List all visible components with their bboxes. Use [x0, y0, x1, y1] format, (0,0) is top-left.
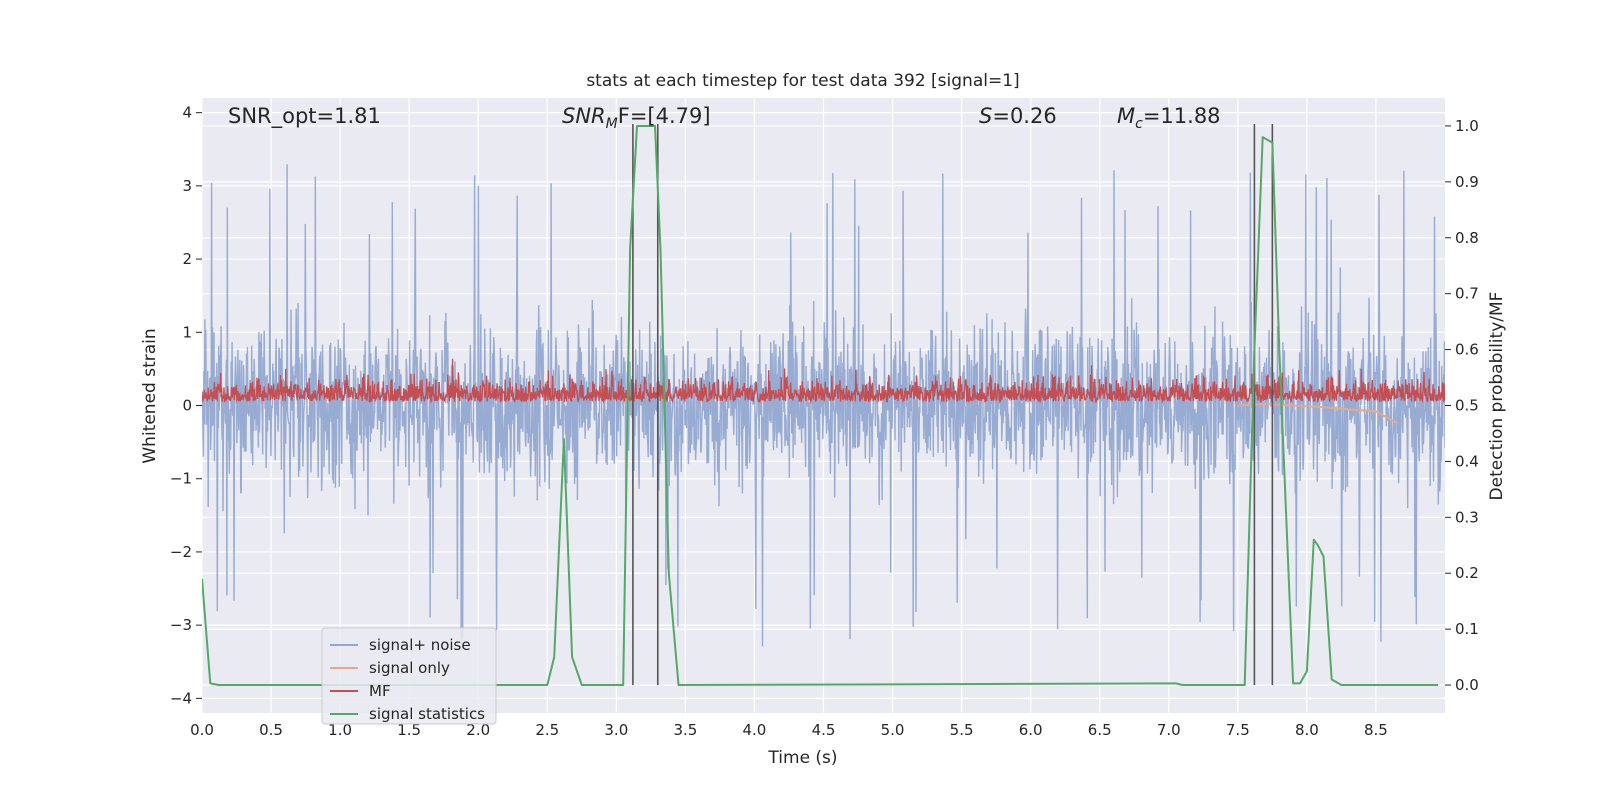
x-tick-label: 4.0: [743, 721, 767, 739]
right-y-tick-label: 0.4: [1455, 452, 1479, 470]
series-signal-only: [1237, 402, 1399, 425]
annotation-mc-main: M: [1117, 104, 1135, 128]
right-y-tick-label: 0.0: [1455, 676, 1479, 694]
x-axis-label: Time (s): [767, 748, 837, 768]
right-y-tick-label: 1.0: [1455, 117, 1479, 135]
x-tick-label: 6.0: [1019, 721, 1043, 739]
right-y-tick-label: 0.6: [1455, 341, 1479, 359]
left-y-tick-label: 4: [182, 104, 192, 122]
signal-only-line: [1237, 402, 1399, 425]
annotation-snr-opt: SNR_opt=1.81: [228, 104, 381, 129]
left-axis-ticks: 4 3 2 1 0 −1 −2 −3 −4: [170, 104, 202, 707]
right-y-tick-label: 0.2: [1455, 564, 1479, 582]
legend-box: [321, 627, 497, 725]
left-y-tick-label: −2: [170, 543, 192, 561]
left-y-tick-label: −1: [170, 470, 192, 488]
right-axis-label: Detection probability/MF: [1487, 292, 1507, 501]
left-y-tick-label: 2: [182, 250, 192, 268]
legend-label: signal+ noise: [369, 636, 471, 654]
x-tick-label: 7.0: [1157, 721, 1181, 739]
x-tick-label: 5.0: [881, 721, 905, 739]
x-tick-label: 2.5: [535, 721, 559, 739]
x-tick-label: 3.5: [673, 721, 697, 739]
annotation-snr-mf: SNRMF=[4.79]: [562, 104, 711, 132]
right-y-tick-label: 0.1: [1455, 620, 1479, 638]
annotation-s-main: S: [979, 104, 992, 128]
legend: signal+ noise signal only MF signal statist…: [321, 627, 497, 725]
x-tick-label: 1.0: [328, 721, 352, 739]
x-tick-label: 6.5: [1088, 721, 1112, 739]
annotation-mc: Mc=11.88: [1117, 104, 1221, 132]
annotation-snr-mf-sub: M: [606, 116, 618, 132]
x-tick-label: 2.0: [466, 721, 490, 739]
x-tick-label: 8.0: [1295, 721, 1319, 739]
x-tick-label: 8.5: [1364, 721, 1388, 739]
right-axis-ticks: 1.0 0.9 0.8 0.7 0.6 0.5 0.4 0.3 0.2 0.1 0.0: [1445, 117, 1479, 694]
annotation-snr-mf-rest: F=[4.79]: [618, 104, 711, 128]
series-signal-noise: [202, 164, 1445, 647]
left-y-tick-label: 0: [182, 397, 192, 415]
x-tick-label: 0.5: [259, 721, 283, 739]
x-tick-label: 4.5: [812, 721, 836, 739]
x-axis-ticks: 0.0 0.5 1.0 1.5 2.0 2.5 3.0 3.5 4.0 4.5 5.0 5.5 6.0 6…: [190, 721, 1388, 739]
x-tick-label: 7.5: [1226, 721, 1250, 739]
series-signal-statistics: [202, 125, 1439, 686]
annotation-snr-mf-main: SNR: [562, 104, 606, 128]
annotation-s-rest: =0.26: [992, 104, 1056, 128]
annotation-mc-rest: =11.88: [1143, 104, 1221, 128]
x-tick-label: 0.0: [190, 721, 214, 739]
legend-label: signal only: [369, 659, 450, 677]
x-tick-label: 3.0: [604, 721, 628, 739]
annotation-mc-sub: c: [1135, 116, 1143, 132]
annotation-s: S=0.26: [979, 104, 1057, 128]
legend-label: MF: [369, 682, 391, 700]
chart-title: stats at each timestep for test data 392…: [586, 71, 1019, 91]
right-y-tick-label: 0.7: [1455, 285, 1479, 303]
left-y-tick-label: −3: [170, 616, 192, 634]
signal-statistics-line: [202, 125, 1439, 686]
left-axis-label: Whitened strain: [140, 328, 160, 463]
left-y-tick-label: 3: [182, 177, 192, 195]
x-tick-label: 1.5: [397, 721, 421, 739]
series-mf: [202, 358, 1445, 405]
right-y-tick-label: 0.5: [1455, 397, 1479, 415]
right-y-tick-label: 0.3: [1455, 508, 1479, 526]
left-y-tick-label: 1: [182, 323, 192, 341]
legend-label: signal statistics: [369, 705, 485, 723]
signal-noise-line: [202, 164, 1445, 647]
right-y-tick-label: 0.8: [1455, 229, 1479, 247]
x-tick-label: 5.5: [950, 721, 974, 739]
detection-window-lines: [632, 123, 1274, 686]
left-y-tick-label: −4: [170, 689, 192, 707]
mf-line: [202, 358, 1445, 405]
right-y-tick-label: 0.9: [1455, 173, 1479, 191]
